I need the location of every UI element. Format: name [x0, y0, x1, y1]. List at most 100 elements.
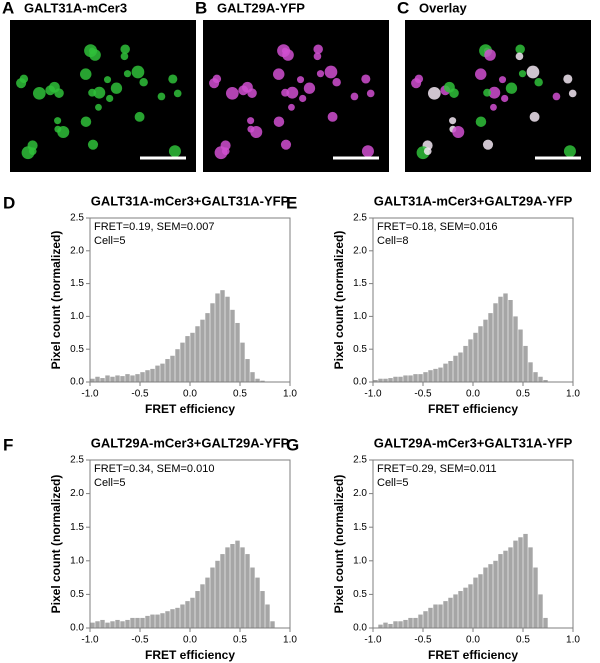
histogram-bar — [190, 332, 195, 382]
cell-signal — [452, 125, 465, 139]
cell-signal — [95, 103, 102, 111]
histogram-bar — [145, 370, 150, 382]
histogram-bar — [458, 591, 463, 628]
cell-signal — [120, 52, 129, 61]
histogram-bar — [140, 372, 145, 382]
histogram-bar — [523, 533, 528, 628]
histogram-bar — [200, 584, 205, 628]
cell-signal — [518, 70, 527, 78]
y-tick-label: 1.0 — [70, 311, 84, 322]
x-tick-label: 0.5 — [233, 635, 247, 646]
histogram-bar — [438, 367, 443, 382]
histogram-bar — [413, 374, 418, 382]
cell-signal — [299, 94, 307, 103]
y-axis-label: Pixel count (normalized) — [49, 475, 63, 614]
histogram-bar — [498, 296, 503, 382]
histogram-bar — [185, 336, 190, 382]
histogram-bar — [383, 378, 388, 382]
x-tick-label: -0.5 — [131, 389, 149, 400]
cell-signal — [225, 86, 239, 100]
x-axis-label: FRET efficiency — [145, 648, 235, 662]
histogram-bar — [428, 607, 433, 628]
y-tick-label: 0.0 — [70, 623, 84, 634]
histogram-bar — [175, 349, 180, 382]
histogram-bar — [428, 370, 433, 382]
x-axis-label: FRET efficiency — [145, 402, 235, 416]
histogram-bar — [170, 609, 175, 628]
histogram-bar — [373, 380, 378, 382]
y-axis-label: Pixel count (normalized) — [49, 231, 63, 370]
cell-signal — [474, 68, 487, 80]
histogram-bar — [378, 624, 383, 628]
cell-signal — [157, 92, 166, 101]
cell-signal — [288, 103, 295, 111]
cell-signal — [515, 52, 524, 61]
cell-signal — [313, 44, 323, 54]
histogram-bar — [125, 374, 130, 382]
cell-signal — [361, 145, 374, 158]
histogram-bar — [235, 322, 240, 382]
histogram-bar — [190, 597, 195, 628]
cell-signal — [106, 94, 114, 103]
histogram-bar — [533, 372, 538, 382]
histogram-bar — [508, 300, 513, 382]
histogram-bar — [408, 375, 413, 382]
cell-signal — [273, 116, 285, 127]
histogram-bar — [265, 604, 270, 628]
histogram-bar — [175, 607, 180, 628]
annotation: Cell=5 — [94, 235, 126, 247]
y-tick-label: 1.5 — [353, 278, 367, 289]
cell-signal — [250, 125, 263, 139]
y-tick-label: 2.0 — [353, 245, 367, 256]
cell-signal — [361, 74, 371, 84]
panel-letter: B — [195, 0, 207, 17]
histogram-bar — [388, 623, 393, 628]
chart-title: GALT31A-mCer3+GALT29A-YFP — [374, 193, 573, 208]
cell-signal — [93, 86, 106, 99]
histogram-bar — [398, 376, 403, 382]
cell-signal — [242, 81, 253, 93]
histogram-bar — [255, 577, 260, 628]
histogram-bar — [225, 296, 230, 382]
cell-signal — [282, 49, 294, 61]
cell-signal — [281, 88, 290, 97]
histogram-bar — [245, 554, 250, 628]
cell-signal — [563, 145, 576, 158]
chart-title: GALT29A-mCer3+GALT29A-YFP — [91, 435, 290, 450]
cell-signal — [526, 65, 540, 79]
annotation: FRET=0.29, SEM=0.011 — [377, 463, 497, 475]
cell-signal — [427, 86, 441, 100]
y-tick-label: 1.0 — [70, 555, 84, 566]
cell-signal — [110, 82, 123, 94]
histogram-bar — [230, 544, 235, 628]
panel-letter: E — [286, 193, 297, 212]
histogram-bar — [538, 594, 543, 628]
y-tick-label: 1.5 — [70, 278, 84, 289]
annotation: FRET=0.19, SEM=0.007 — [94, 221, 214, 233]
cell-signal — [568, 89, 577, 98]
cell-signal — [168, 74, 178, 84]
histogram-bar — [443, 363, 448, 382]
histogram-bar — [543, 380, 548, 382]
y-axis-label: Pixel count (normalized) — [332, 475, 346, 614]
histogram-bar — [150, 368, 155, 382]
histogram-bar — [463, 587, 468, 628]
cell-signal — [444, 81, 455, 93]
histogram-bar — [105, 622, 110, 628]
cell-signal — [501, 94, 509, 103]
cell-signal — [32, 86, 46, 100]
histogram-bar — [418, 374, 423, 382]
histogram-bar — [453, 594, 458, 628]
y-tick-label: 0.5 — [353, 589, 367, 600]
y-tick-label: 2.5 — [353, 455, 367, 466]
histogram-bar — [210, 567, 215, 628]
histogram-bar — [220, 290, 225, 382]
histogram-bar — [398, 621, 403, 628]
chart-title: GALT31A-mCer3+GALT31A-YFP — [91, 193, 290, 208]
x-tick-label: -0.5 — [414, 635, 432, 646]
cell-signal — [173, 89, 182, 98]
annotation: Cell=8 — [377, 235, 409, 247]
x-tick-label: 0.0 — [183, 389, 197, 400]
cell-signal — [103, 76, 112, 84]
panel-letter: C — [397, 0, 409, 17]
